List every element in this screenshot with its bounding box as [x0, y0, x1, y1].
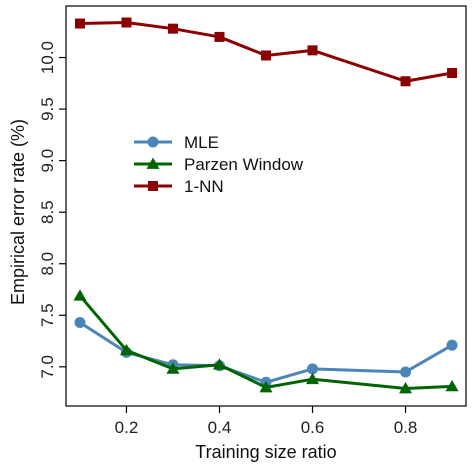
data-point-1-nn [74, 18, 85, 29]
data-point-parzen-window [306, 372, 320, 385]
series-layer [73, 17, 459, 394]
y-tick-label: 9.5 [38, 97, 57, 121]
series-line-parzen-window [78, 294, 453, 390]
x-tick-label: 0.2 [115, 418, 139, 437]
legend-label: Parzen Window [184, 155, 304, 174]
legend-item-mle: MLE [134, 133, 219, 152]
x-tick-label: 0.8 [394, 418, 418, 437]
y-tick-label: 7.0 [38, 355, 57, 379]
axes: 0.2 0.4 0.6 0.8 7.0 7.5 8.0 8.5 9.0 9.5 10.0 [38, 5, 467, 437]
data-point-parzen-window [399, 381, 413, 394]
legend: MLE Parzen Window 1-NN [134, 133, 304, 196]
data-point-mle [74, 316, 86, 328]
data-point-parzen-window [166, 362, 180, 374]
series-parzen-window [73, 289, 459, 394]
legend-marker [147, 136, 159, 148]
data-point-mle [446, 339, 458, 351]
legend-item-parzen-window: Parzen Window [134, 155, 304, 174]
legend-marker [148, 181, 158, 191]
data-point-parzen-window [212, 358, 226, 370]
x-axis-label: Training size ratio [195, 442, 336, 462]
legend-label: MLE [184, 133, 219, 152]
x-tick-label: 0.6 [301, 418, 325, 437]
y-axis-label: Empirical error rate (%) [8, 119, 28, 305]
series-line-1-nn [79, 20, 453, 83]
data-point-1-nn [261, 50, 271, 61]
y-tick-label: 8.5 [38, 200, 57, 224]
data-point-1-nn [447, 68, 458, 79]
data-point-1-nn [400, 76, 411, 87]
y-tick-label: 8.0 [38, 252, 57, 276]
plot-frame [65, 5, 467, 407]
y-tick-label: 9.0 [38, 149, 57, 173]
data-point-mle [400, 366, 412, 378]
series-1-nn [74, 17, 458, 87]
data-point-1-nn [167, 23, 178, 34]
data-point-parzen-window [259, 380, 273, 393]
legend-item-1-nn: 1-NN [134, 177, 224, 196]
data-point-parzen-window [445, 379, 459, 392]
data-point-parzen-window [119, 343, 133, 356]
legend-marker [146, 157, 160, 169]
data-point-1-nn [214, 31, 225, 42]
x-tick-label: 0.4 [208, 418, 232, 437]
y-tick-label: 10.0 [38, 41, 57, 74]
data-point-1-nn [307, 45, 318, 56]
data-point-parzen-window [73, 289, 87, 301]
data-point-1-nn [121, 17, 132, 28]
data-point-mle [307, 363, 319, 375]
legend-label: 1-NN [184, 177, 224, 196]
y-tick-label: 7.5 [38, 303, 57, 327]
